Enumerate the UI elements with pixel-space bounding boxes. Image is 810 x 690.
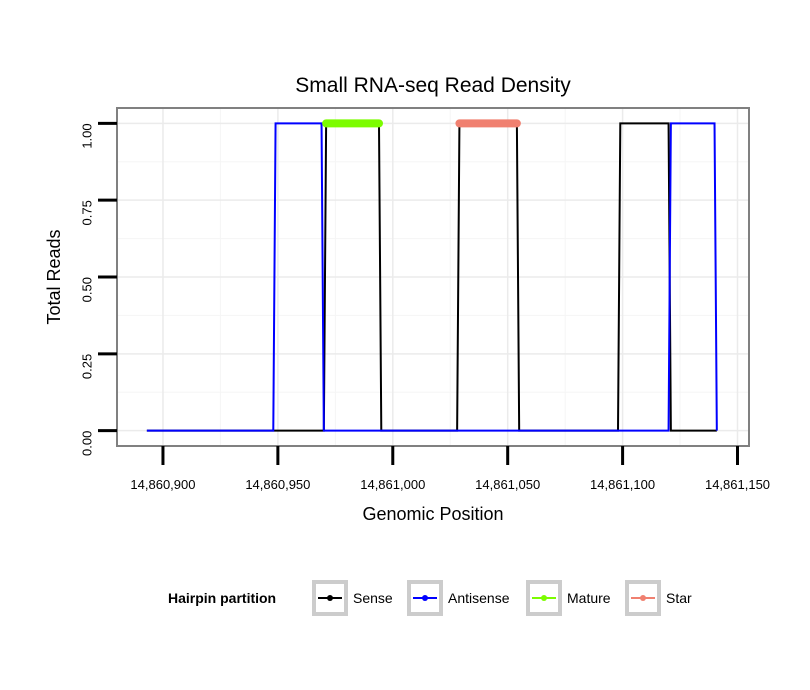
series-line-antisense [146,122,718,432]
legend: Hairpin partition Sense Antisense Mature St… [168,580,692,616]
legend-label: Sense [353,590,393,606]
legend-item-antisense: Antisense [407,580,510,616]
legend-label: Antisense [448,590,510,606]
y-tick-label: 0.25 [79,354,94,379]
legend-item-star: Star [625,580,692,616]
legend-entries: Sense Antisense Mature Star [312,580,692,616]
legend-key-dot [327,595,333,601]
grid-major [117,108,749,446]
legend-key-dot [541,595,547,601]
legend-key-dot [422,595,428,601]
x-tick-label: 14,861,150 [705,477,770,492]
x-axis-label: Genomic Position [362,504,503,524]
legend-title: Hairpin partition [168,590,276,606]
y-axis: 0.00 0.25 0.50 0.75 1.00 [79,121,117,456]
x-tick-label: 14,860,900 [130,477,195,492]
legend-item-sense: Sense [312,580,393,616]
x-axis: 14,860,900 14,860,950 14,861,000 14,861,050… [130,446,770,492]
x-tick-label: 14,861,100 [590,477,655,492]
chart-title: Small RNA-seq Read Density [295,74,571,97]
y-tick-label: 0.75 [79,200,94,225]
legend-item-mature: Mature [526,580,611,616]
y-axis-label: Total Reads [44,229,64,324]
legend-label: Mature [567,590,611,606]
legend-label: Star [666,590,692,606]
x-tick-label: 14,861,050 [475,477,540,492]
x-tick-label: 14,861,000 [360,477,425,492]
series-layer [146,119,718,432]
x-tick-label: 14,860,950 [245,477,310,492]
y-tick-label: 1.00 [79,123,94,148]
legend-key-dot [640,595,646,601]
y-tick-label: 0.00 [79,431,94,456]
y-tick-label: 0.50 [79,277,94,302]
